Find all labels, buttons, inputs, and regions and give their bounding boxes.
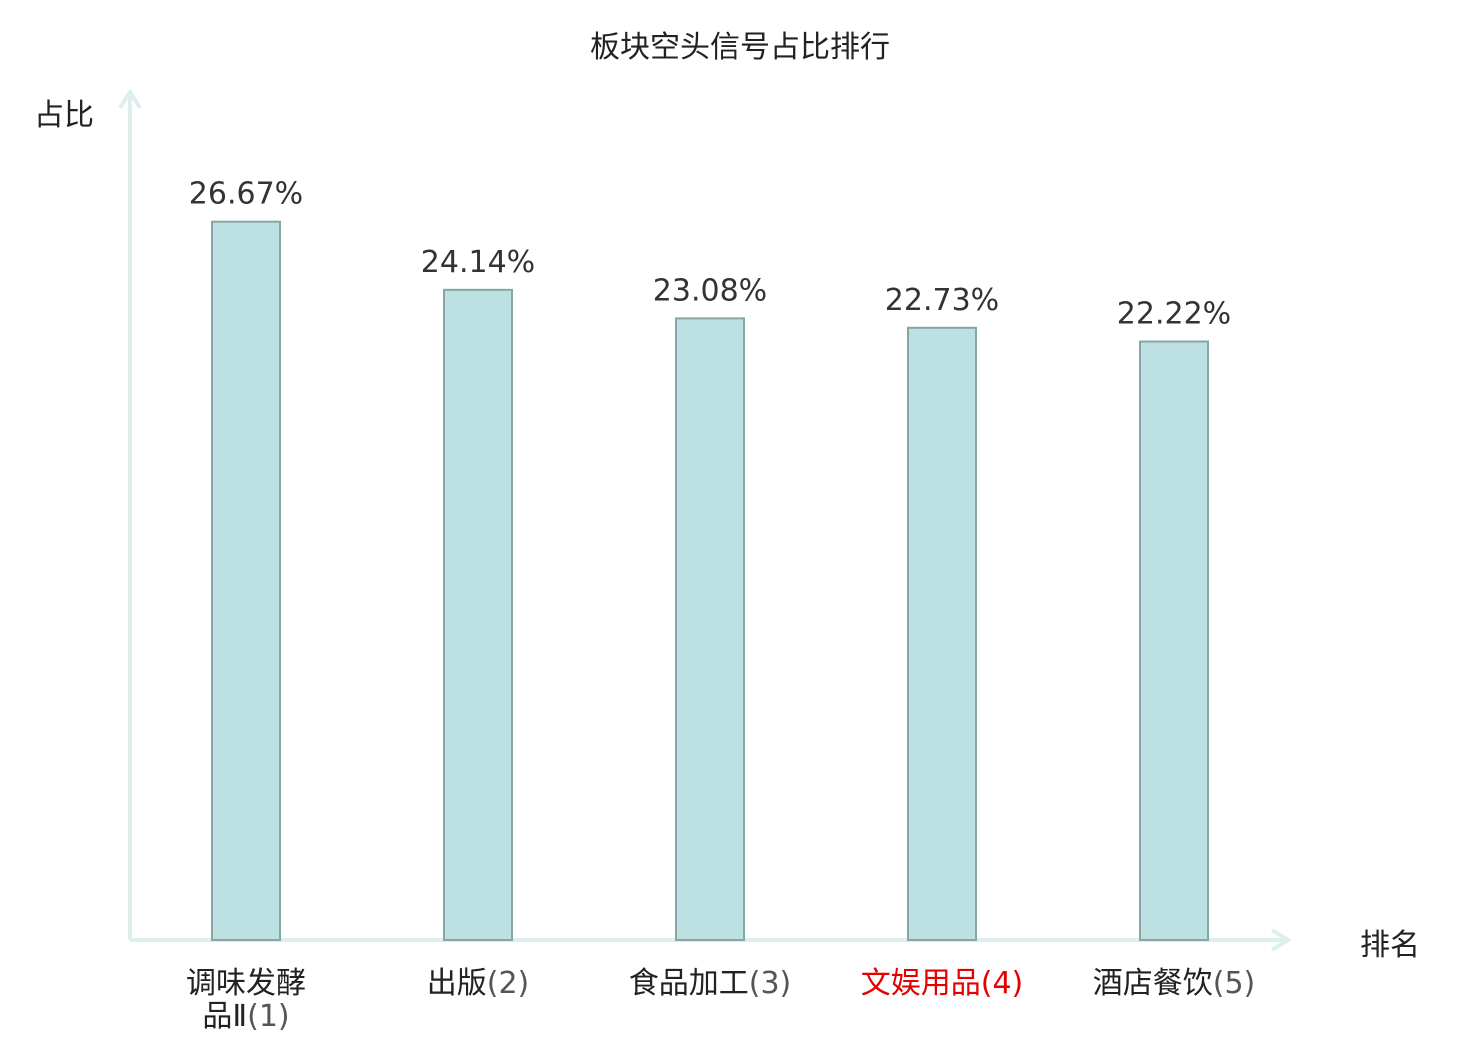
value-labels: 26.67% 24.14% 23.08% 22.73% 22.22% — [189, 177, 1231, 332]
bars — [211, 220, 1209, 942]
bar — [211, 220, 281, 942]
x-tick-label: 品Ⅱ(1) — [202, 999, 289, 1034]
x-axis-arrow — [1270, 928, 1292, 952]
bar — [443, 288, 513, 941]
bar-value-label: 22.73% — [885, 283, 999, 318]
bar-value-label: 26.67% — [189, 177, 303, 212]
x-tick-label: 调味发酵 — [186, 966, 306, 1001]
x-tick-label: 出版(2) — [427, 966, 530, 1001]
x-axis-label: 排名 — [1360, 928, 1420, 963]
bar-value-label: 23.08% — [653, 273, 767, 308]
x-tick-label: 酒店餐饮(5) — [1093, 966, 1256, 1001]
bar — [675, 317, 745, 941]
bar — [1139, 340, 1209, 941]
x-tick-label: 文娱用品(4) — [861, 966, 1024, 1001]
bar-value-label: 24.14% — [421, 245, 535, 280]
bar — [907, 326, 977, 941]
bar-value-label: 22.22% — [1117, 297, 1231, 332]
y-axis-arrow — [118, 88, 142, 110]
chart-title: 板块空头信号占比排行 — [590, 30, 890, 65]
x-tick-label: 食品加工(3) — [629, 966, 792, 1001]
y-axis-label: 占比 — [34, 98, 94, 133]
